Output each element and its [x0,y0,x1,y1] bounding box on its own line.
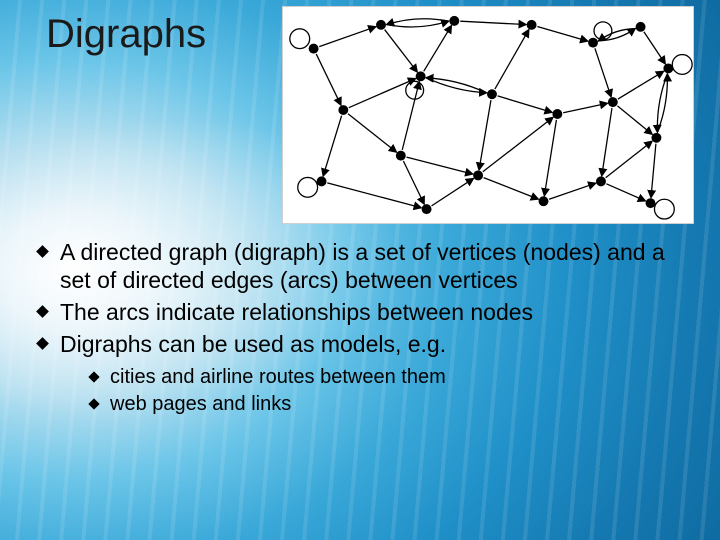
bullet-item: The arcs indicate relationships between … [38,298,694,326]
sub-bullet-item: cities and airline routes between them [90,364,694,391]
bullet-text: web pages and links [110,393,291,415]
sub-bullet-item: web pages and links [90,391,694,418]
bullet-list: A directed graph (digraph) is a set of v… [30,238,694,418]
sub-bullet-list: cities and airline routes between them w… [60,364,694,418]
digraph-svg [283,7,693,223]
bullet-text: Digraphs can be used as models, e.g. [60,331,446,357]
digraph-figure [282,6,694,224]
slide: Digraphs A directed graph (digraph) is a… [0,0,720,540]
bullet-item: A directed graph (digraph) is a set of v… [38,238,694,294]
bullet-item: Digraphs can be used as models, e.g. cit… [38,330,694,418]
bullet-text: cities and airline routes between them [110,366,446,388]
bullet-text: The arcs indicate relationships between … [60,299,533,325]
bullet-text: A directed graph (digraph) is a set of v… [60,239,665,293]
slide-body: A directed graph (digraph) is a set of v… [30,238,694,422]
